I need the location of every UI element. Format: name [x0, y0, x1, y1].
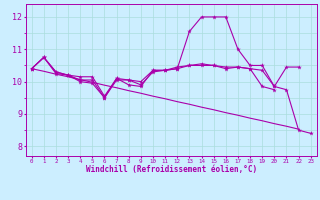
X-axis label: Windchill (Refroidissement éolien,°C): Windchill (Refroidissement éolien,°C): [86, 165, 257, 174]
